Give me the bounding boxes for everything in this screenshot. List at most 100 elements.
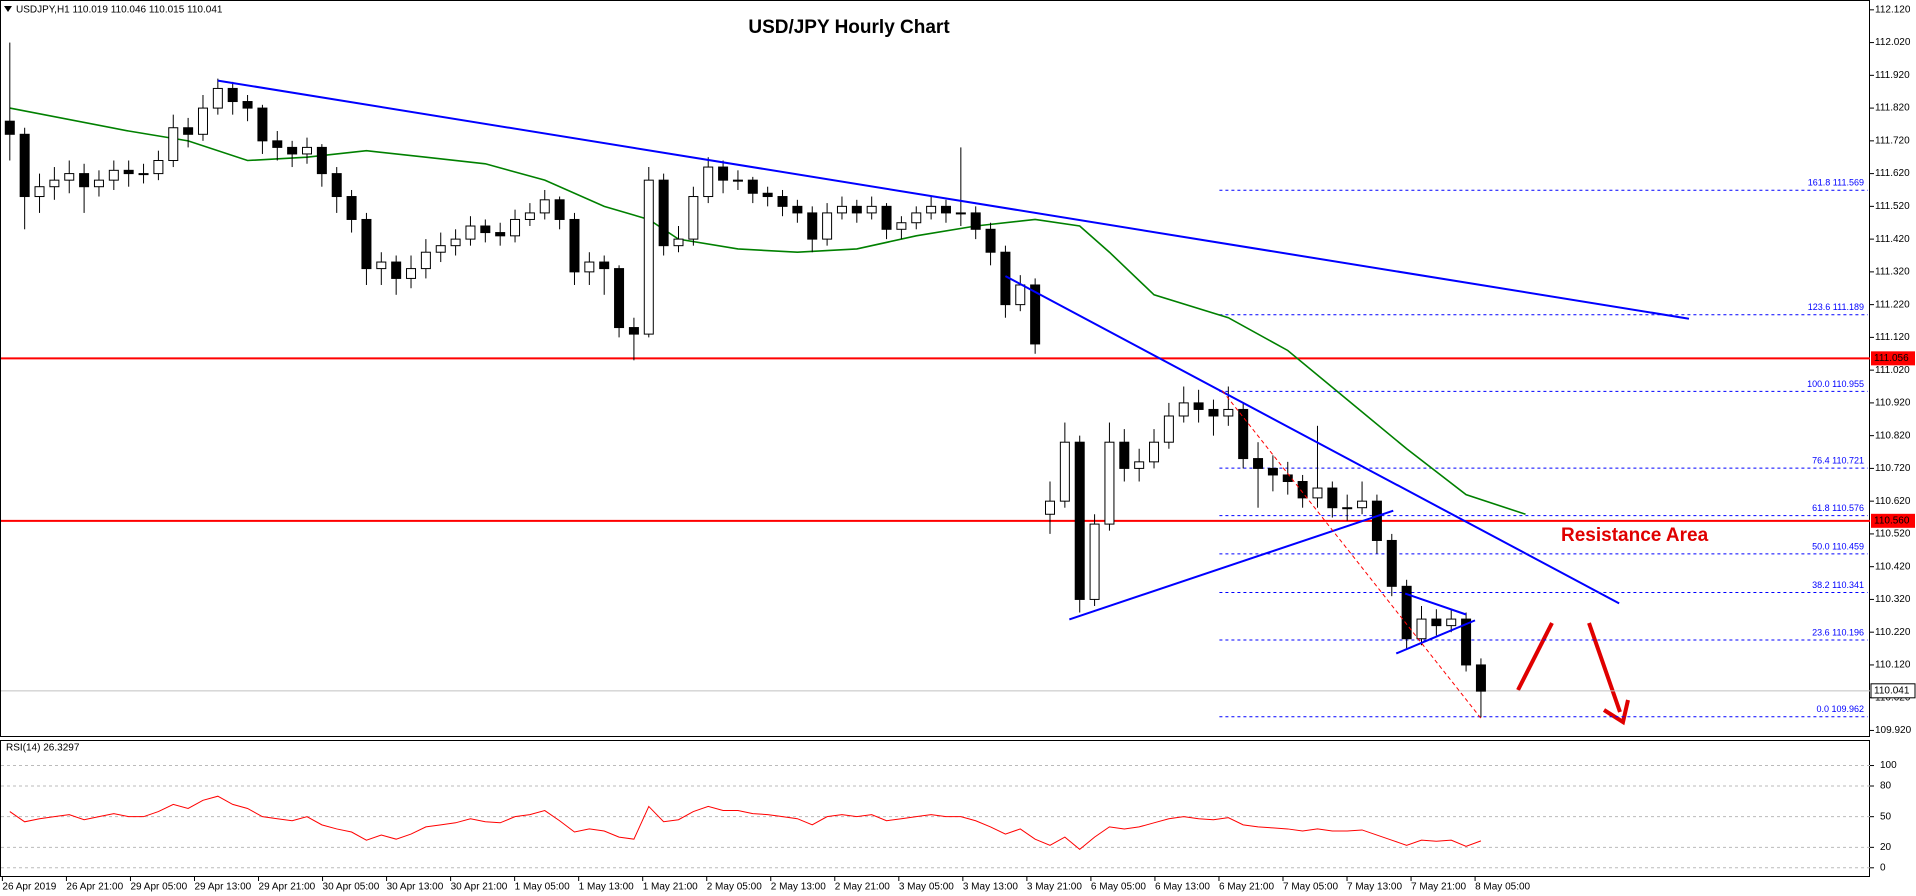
y-tick-label: 111.420 <box>1875 234 1910 245</box>
candle-body <box>272 140 283 148</box>
candle-body <box>465 225 476 240</box>
candle-body <box>1015 284 1026 306</box>
candle-body <box>197 107 208 135</box>
x-tick-label: 2 May 21:00 <box>835 882 890 893</box>
candle-body <box>168 127 179 162</box>
candle-body <box>302 146 312 155</box>
x-tick-label: 26 Apr 2019 <box>2 882 56 893</box>
candle-body <box>747 179 758 194</box>
candle-body <box>79 173 90 188</box>
candle-body <box>658 179 669 247</box>
level-tag <box>1871 513 1915 528</box>
candle-body <box>1045 500 1055 515</box>
candle-body <box>762 192 773 198</box>
price-panel <box>0 0 1870 737</box>
candle-body <box>866 205 877 214</box>
x-tick-label: 30 Apr 13:00 <box>387 882 444 893</box>
candle-body <box>1297 481 1308 499</box>
x-tick-label: 3 May 13:00 <box>963 882 1018 893</box>
candle-body <box>316 146 327 175</box>
candle-body <box>777 196 788 207</box>
y-tick-label: 110.720 <box>1875 463 1911 474</box>
candle-body <box>1431 618 1442 627</box>
y-tick-label: 110.220 <box>1875 627 1911 638</box>
candle-body <box>123 169 134 175</box>
up-arrow-line <box>1516 622 1554 691</box>
candle-body <box>138 173 149 176</box>
candle-body <box>584 261 595 273</box>
candle-body <box>732 179 743 182</box>
candle-body <box>1282 474 1293 483</box>
candle-body <box>807 212 818 240</box>
x-tick-label: 8 May 05:00 <box>1475 882 1530 893</box>
y-tick-label: 112.020 <box>1875 37 1911 48</box>
trend-line <box>1004 275 1620 605</box>
candle-body <box>1074 441 1085 600</box>
candle-body <box>1386 539 1397 587</box>
candle-body <box>1208 408 1219 417</box>
candle-body <box>510 218 521 237</box>
fib-label: 123.6 111.189 <box>1808 302 1864 312</box>
y-tick-label: 110.620 <box>1875 496 1911 507</box>
candle-body <box>881 205 892 230</box>
y-tick-label: 111.020 <box>1875 365 1910 376</box>
candle-body <box>1193 402 1204 410</box>
y-tick-label: 100 <box>1880 760 1897 771</box>
y-tick-label: 111.120 <box>1875 332 1910 343</box>
candle-body <box>628 327 639 335</box>
header-icon <box>4 6 12 12</box>
candle-body <box>287 146 298 155</box>
candle-body <box>940 205 951 214</box>
y-tick-label: 110.120 <box>1875 660 1911 671</box>
last-price-label: 110.041 <box>1874 685 1910 696</box>
level-tag <box>1871 351 1915 366</box>
candle-body <box>1446 618 1457 627</box>
x-tick-label: 29 Apr 21:00 <box>259 882 316 893</box>
candle-body <box>599 261 610 270</box>
candle-body <box>1327 487 1338 509</box>
candle-body <box>242 101 253 109</box>
fib-label: 76.4 110.721 <box>1812 455 1864 465</box>
candle-body <box>93 179 104 188</box>
candle-body <box>569 218 580 273</box>
candle-body <box>227 87 238 103</box>
candle-body <box>851 205 862 214</box>
candle-body <box>4 120 15 135</box>
candle-body <box>1089 523 1100 600</box>
candle-body <box>1416 618 1427 640</box>
x-tick-label: 1 May 21:00 <box>643 882 698 893</box>
y-tick-label: 0 <box>1880 862 1886 873</box>
y-tick-label: 110.320 <box>1875 594 1911 605</box>
candle-body <box>688 196 699 240</box>
candle-body <box>1401 585 1412 640</box>
fib-label: 100.0 110.955 <box>1807 379 1864 389</box>
candle-body <box>1223 408 1234 417</box>
y-tick-label: 111.820 <box>1875 103 1910 114</box>
x-tick-label: 1 May 05:00 <box>515 882 570 893</box>
x-tick-label: 30 Apr 21:00 <box>451 882 508 893</box>
y-tick-label: 112.120 <box>1875 4 1911 15</box>
candle-body <box>524 212 535 220</box>
candle-body <box>792 205 803 214</box>
candle-body <box>896 222 907 230</box>
candle-body <box>1119 441 1130 469</box>
y-tick-label: 109.920 <box>1875 725 1912 736</box>
candle-body <box>539 199 550 214</box>
candle-body <box>1149 441 1160 463</box>
y-tick-label: 111.320 <box>1875 267 1910 278</box>
candle-body <box>970 212 981 230</box>
candle-body <box>1059 441 1070 502</box>
x-tick-label: 6 May 21:00 <box>1219 882 1274 893</box>
candle-body <box>614 268 625 329</box>
y-tick-label: 111.520 <box>1875 201 1910 212</box>
candle-body <box>108 169 119 181</box>
rsi-panel <box>0 740 1870 877</box>
x-tick-label: 1 May 13:00 <box>579 882 634 893</box>
fib-label: 161.8 111.569 <box>1808 178 1864 188</box>
rsi-line <box>9 795 1482 851</box>
candle-body <box>1030 284 1041 345</box>
candle-body <box>480 225 491 234</box>
candle-body <box>435 245 446 253</box>
x-tick-label: 26 Apr 21:00 <box>66 882 123 893</box>
candle-body <box>1134 461 1145 469</box>
